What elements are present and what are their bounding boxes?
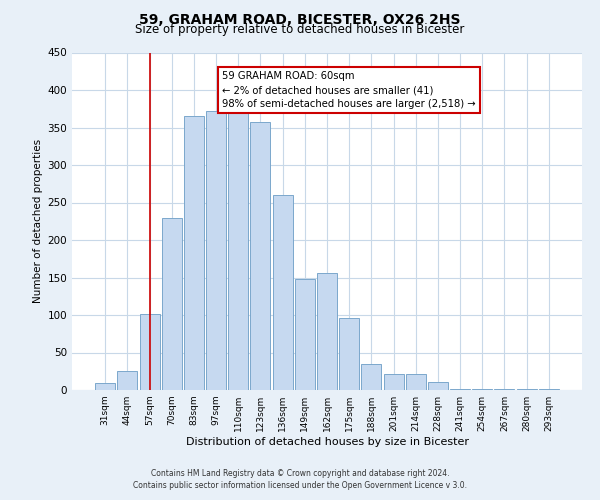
Bar: [184, 116, 204, 390]
Bar: [428, 382, 448, 390]
Bar: [494, 389, 514, 390]
Bar: [383, 374, 404, 390]
Bar: [317, 273, 337, 390]
Bar: [140, 314, 160, 390]
Bar: [295, 279, 315, 390]
Text: 59, GRAHAM ROAD, BICESTER, OX26 2HS: 59, GRAHAM ROAD, BICESTER, OX26 2HS: [139, 12, 461, 26]
Bar: [206, 111, 226, 390]
Bar: [450, 388, 470, 390]
Bar: [118, 371, 137, 390]
Bar: [406, 374, 426, 390]
Bar: [339, 318, 359, 390]
Bar: [228, 109, 248, 390]
Bar: [95, 382, 115, 390]
Bar: [539, 389, 559, 390]
Bar: [250, 122, 271, 390]
Text: Contains HM Land Registry data © Crown copyright and database right 2024.
Contai: Contains HM Land Registry data © Crown c…: [133, 469, 467, 490]
Text: 59 GRAHAM ROAD: 60sqm
← 2% of detached houses are smaller (41)
98% of semi-detac: 59 GRAHAM ROAD: 60sqm ← 2% of detached h…: [223, 71, 476, 109]
Bar: [162, 218, 182, 390]
Bar: [517, 389, 536, 390]
Y-axis label: Number of detached properties: Number of detached properties: [33, 139, 43, 304]
X-axis label: Distribution of detached houses by size in Bicester: Distribution of detached houses by size …: [185, 437, 469, 447]
Bar: [361, 364, 382, 390]
Bar: [472, 389, 492, 390]
Bar: [272, 195, 293, 390]
Text: Size of property relative to detached houses in Bicester: Size of property relative to detached ho…: [136, 22, 464, 36]
